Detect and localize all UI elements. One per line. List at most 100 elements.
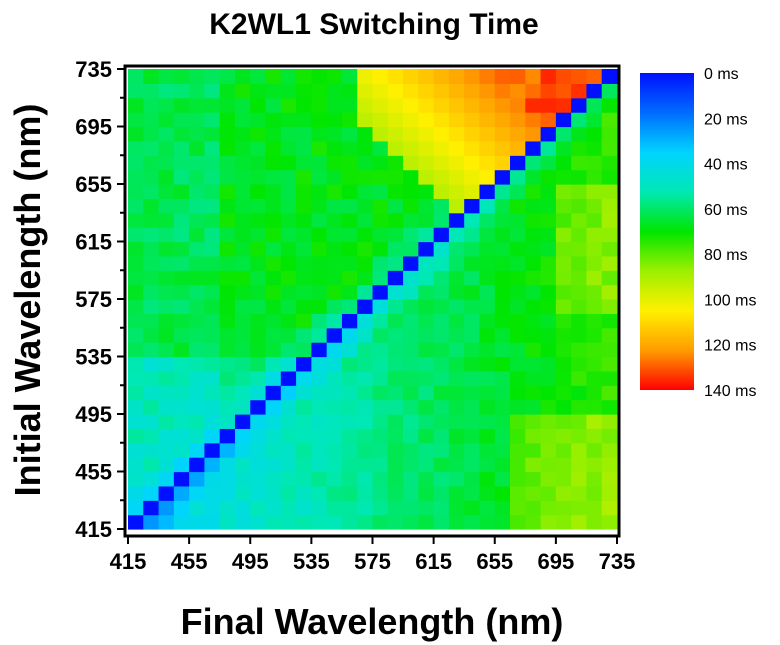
heatmap-cell — [128, 299, 144, 314]
heatmap-cell — [586, 227, 603, 243]
heatmap-cell — [234, 327, 251, 343]
heatmap-cell — [341, 270, 358, 286]
heatmap-cell — [403, 126, 419, 142]
heatmap-cell — [234, 169, 251, 185]
heatmap-cell — [555, 471, 572, 487]
heatmap-cell — [158, 457, 175, 473]
heatmap-cell — [219, 112, 236, 128]
colorbar-label: 140 ms — [704, 383, 756, 400]
heatmap-cell — [143, 313, 160, 329]
heatmap-cell — [510, 112, 526, 128]
heatmap-cell — [433, 428, 450, 444]
heatmap-cell — [311, 212, 328, 228]
heatmap-cell — [403, 485, 419, 501]
heatmap-cell — [326, 184, 343, 199]
heatmap-cell — [173, 471, 190, 487]
heatmap-cell — [464, 500, 481, 516]
heatmap-cell — [158, 126, 175, 142]
heatmap-cell — [250, 140, 267, 156]
x-axis-ticks: 415 455 495 535 575 615 655 695 735 — [110, 536, 635, 574]
heatmap-cell — [555, 500, 572, 516]
heatmap-cell — [479, 169, 496, 185]
heatmap-cell — [265, 112, 282, 128]
heatmap-cell — [433, 126, 450, 142]
heatmap-cell — [403, 284, 419, 300]
heatmap-cell — [510, 97, 526, 113]
heatmap-cell — [219, 313, 236, 329]
heatmap-cell — [357, 140, 374, 156]
heatmap-cell — [464, 342, 481, 358]
colorbar: 0 ms 20 ms 40 ms 60 ms 80 ms 100 ms 120 ms 140 … — [640, 66, 756, 400]
heatmap-cell — [234, 255, 251, 271]
heatmap-cell — [311, 184, 328, 199]
heatmap-cell — [403, 155, 419, 171]
heatmap-cell — [250, 270, 267, 286]
heatmap-cell — [403, 83, 419, 99]
heatmap-cell — [555, 327, 572, 343]
heatmap-cell — [158, 327, 175, 343]
heatmap-cell — [479, 155, 496, 171]
heatmap-cell — [311, 385, 328, 401]
heatmap-cell — [601, 370, 618, 386]
heatmap-cell — [464, 485, 481, 501]
heatmap-cell — [494, 83, 511, 99]
heatmap-cell — [479, 342, 496, 358]
heatmap-cell — [387, 140, 404, 156]
heatmap-cell — [357, 83, 374, 99]
heatmap-cell — [173, 83, 190, 99]
heatmap-cell — [357, 241, 374, 257]
heatmap-cell — [296, 83, 312, 99]
heatmap-cell — [326, 500, 343, 516]
heatmap-cell — [418, 97, 435, 113]
heatmap-cell — [341, 198, 358, 214]
heatmap-cell — [403, 255, 419, 271]
heatmap-cell — [433, 112, 450, 128]
heatmap-cell — [448, 485, 465, 501]
heatmap-cell — [540, 97, 557, 113]
heatmap-cell — [219, 169, 236, 185]
heatmap-cell — [234, 270, 251, 286]
heatmap-cell — [265, 126, 282, 142]
heatmap-cell — [464, 198, 481, 214]
heatmap-cell — [403, 140, 419, 156]
heatmap-cell — [479, 284, 496, 300]
heatmap-cell — [128, 241, 144, 257]
heatmap-cell — [540, 471, 557, 487]
heatmap-cell — [510, 140, 526, 156]
heatmap-cell — [586, 457, 603, 473]
heatmap-cell — [448, 514, 465, 530]
heatmap-cell — [173, 284, 190, 300]
heatmap-cell — [250, 399, 267, 415]
heatmap-cell — [403, 514, 419, 530]
colorbar-gradient — [640, 73, 694, 390]
heatmap-cell — [525, 514, 542, 530]
heatmap-cell — [357, 399, 374, 415]
heatmap-cell — [311, 241, 328, 257]
heatmap-cell — [265, 227, 282, 243]
heatmap-cell — [418, 299, 435, 314]
heatmap-cell — [418, 514, 435, 530]
heatmap-cell — [173, 140, 190, 156]
heatmap-cell — [219, 457, 236, 473]
heatmap-cell — [479, 370, 496, 386]
heatmap-cell — [357, 97, 374, 113]
heatmap-cell — [510, 471, 526, 487]
heatmap-cell — [311, 83, 328, 99]
heatmap-cell — [540, 69, 557, 84]
heatmap-cell — [372, 227, 389, 243]
heatmap-cell — [204, 169, 221, 185]
heatmap-cell — [280, 112, 297, 128]
heatmap-cell — [326, 227, 343, 243]
heatmap-cell — [128, 184, 144, 199]
heatmap-cell — [464, 514, 481, 530]
chart-title: K2WL1 Switching Time — [209, 8, 539, 41]
heatmap-cell — [418, 83, 435, 99]
heatmap-cell — [586, 471, 603, 487]
heatmap-cell — [448, 227, 465, 243]
heatmap-cell — [540, 227, 557, 243]
heatmap-cell — [586, 370, 603, 386]
heatmap-cell — [326, 97, 343, 113]
heatmap-cell — [418, 155, 435, 171]
heatmap-cell — [311, 485, 328, 501]
heatmap-cell — [494, 399, 511, 415]
